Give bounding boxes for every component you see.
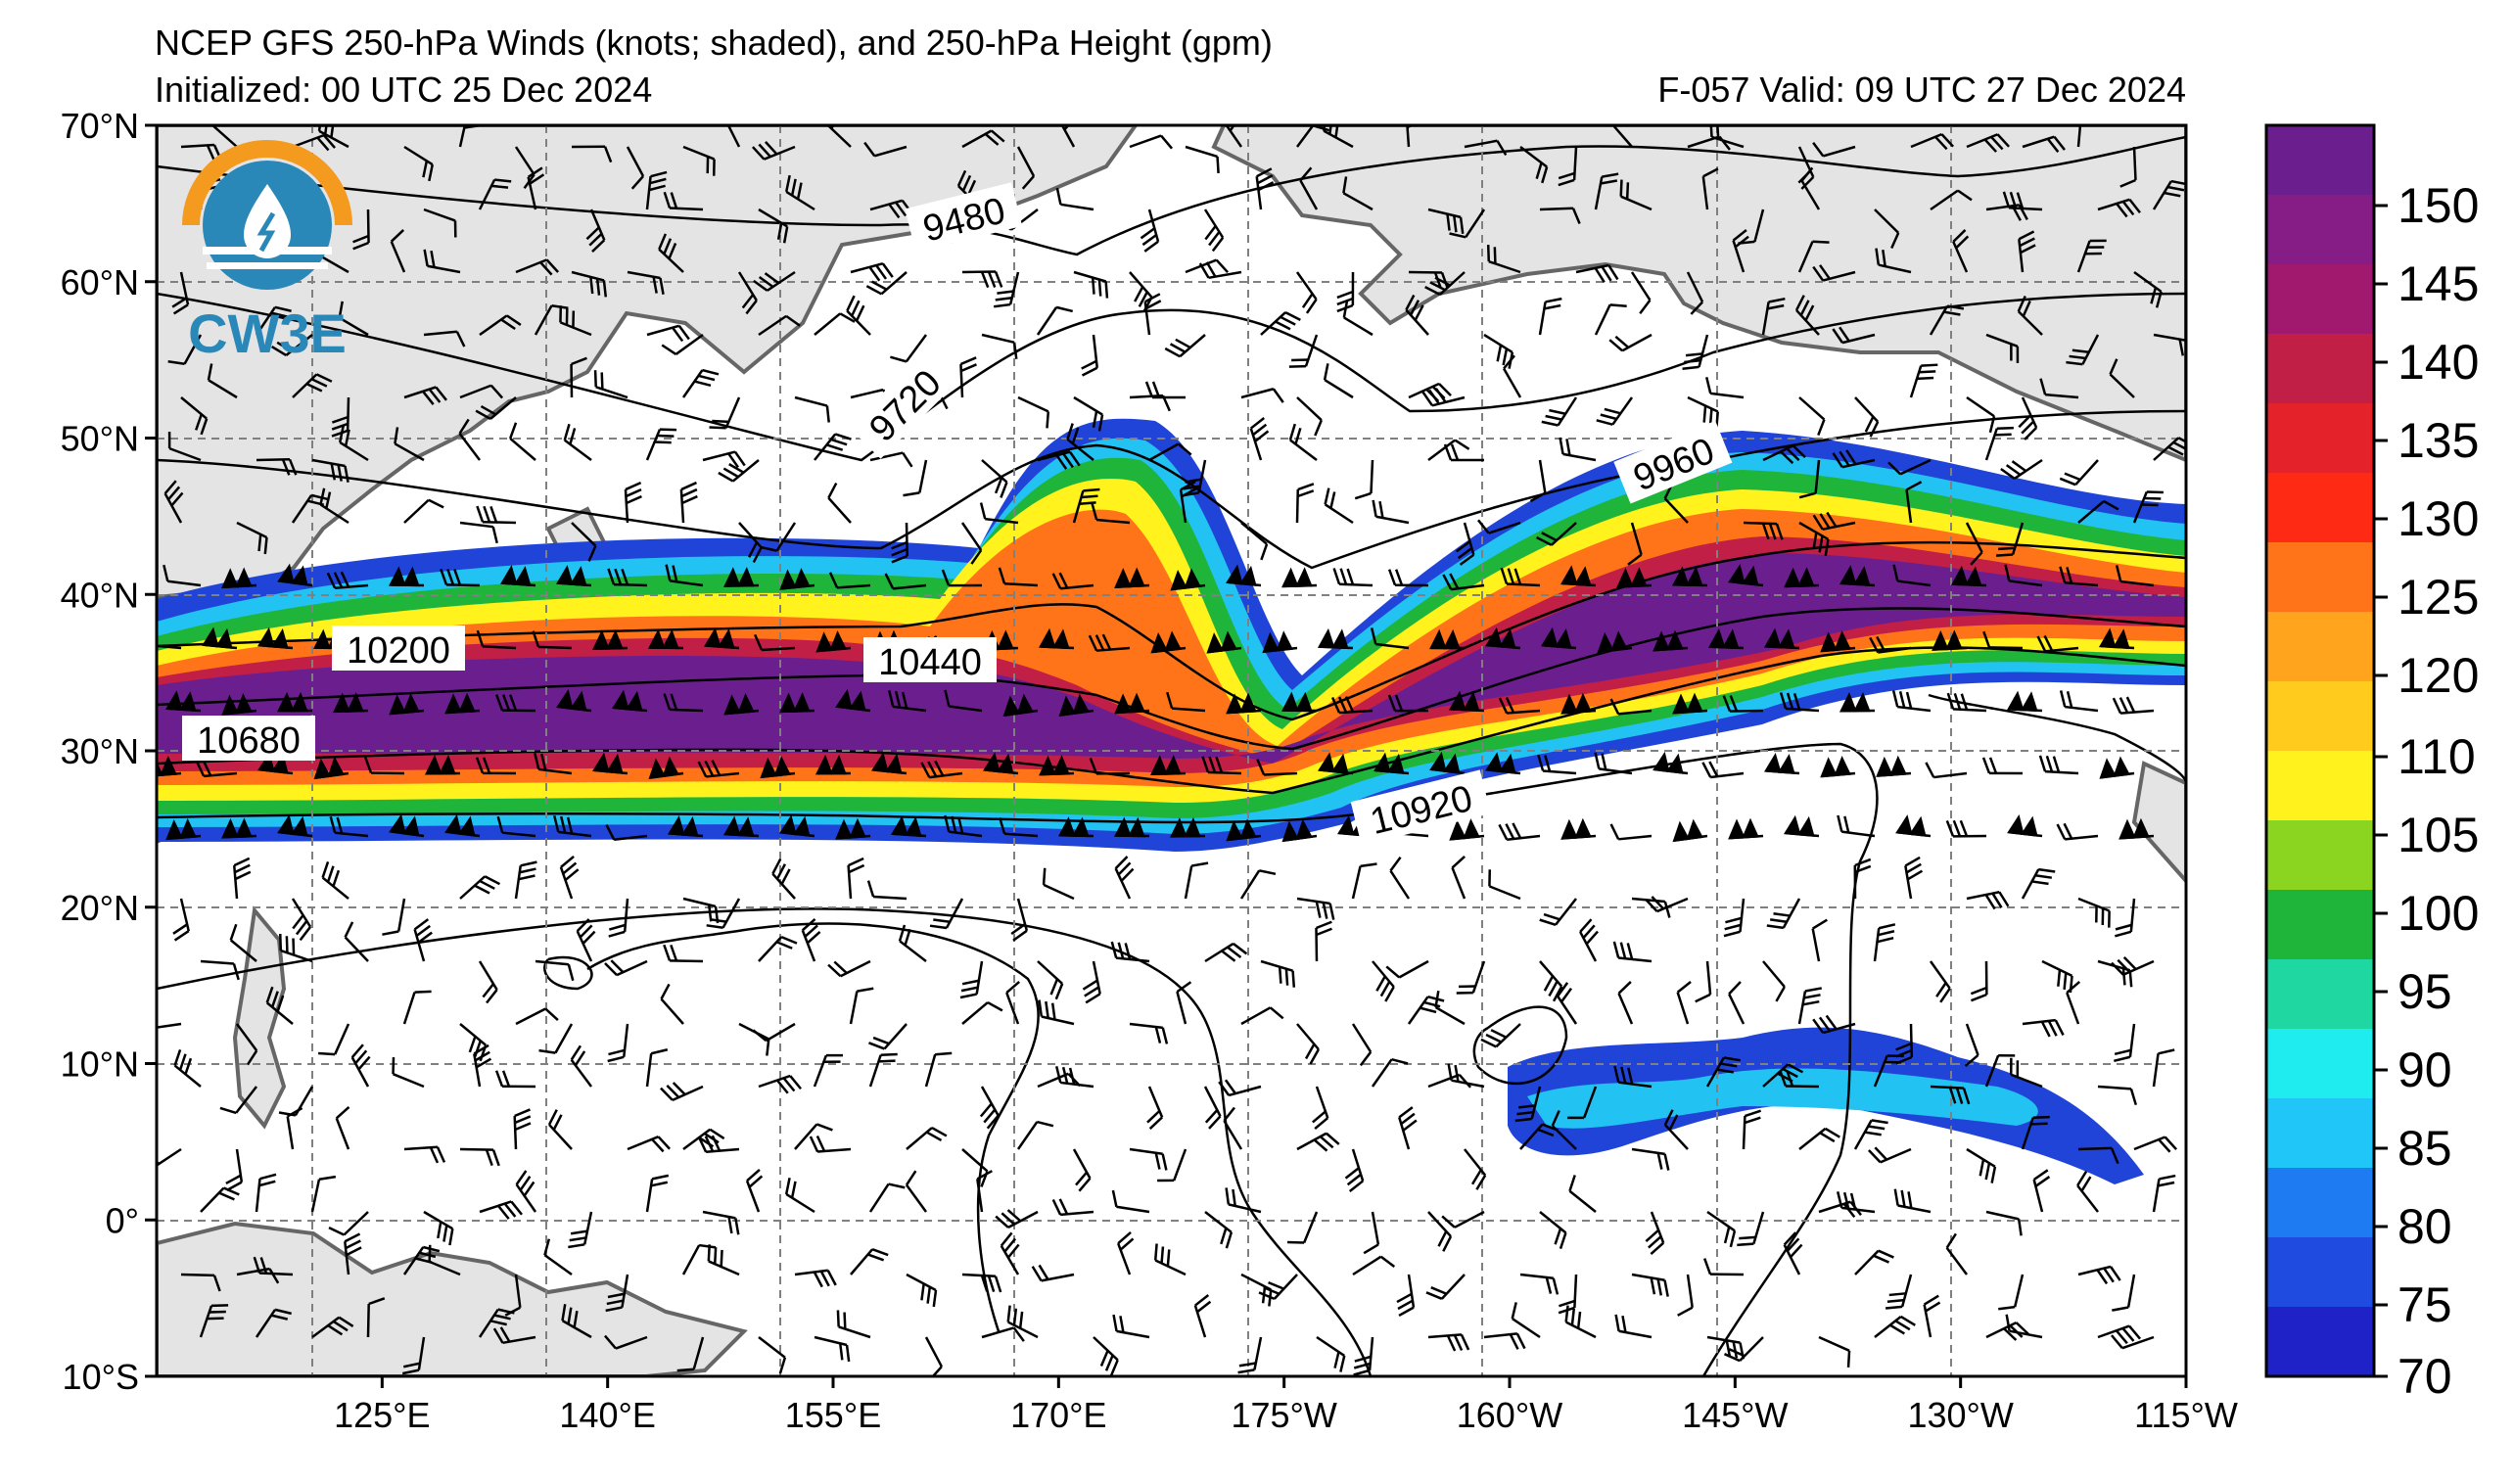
longitude-axis: 125°E 140°E 155°E 170°E 175°W 160°W 145°W 130°W… [334,1376,2238,1435]
colorbar-tick-label: 120 [2398,648,2479,703]
cw3e-logo: CW3E [188,149,347,364]
colorbar-tick-label: 110 [2398,729,2476,784]
lat-tick-label: 40°N [61,575,139,615]
map-panel: 9480 9720 9960 10200 10440 10680 [140,105,2194,1379]
lat-tick-label: 20°N [61,888,139,928]
colorbar-tick-label: 150 [2398,178,2479,233]
contour-label-10680: 10680 [197,720,301,762]
colorbar-tick-label: 125 [2398,570,2479,625]
logo-text: CW3E [188,302,347,364]
title-line1: NCEP GFS 250-hPa Winds (knots; shaded), … [155,23,1273,63]
lon-tick-label: 175°W [1231,1395,1336,1435]
contour-label-10200: 10200 [347,630,450,672]
colorbar-segment [2266,751,2374,821]
colorbar-tick-label: 75 [2398,1277,2452,1332]
lon-tick-label: 140°E [559,1395,655,1435]
title-initialized: Initialized: 00 UTC 25 Dec 2024 [155,70,652,110]
colorbar-tick-label: 90 [2398,1043,2452,1097]
lon-tick-label: 170°E [1010,1395,1106,1435]
lon-tick-label: 155°E [785,1395,881,1435]
contour-label-10440: 10440 [878,642,982,683]
colorbar-segment [2266,334,2374,404]
colorbar-segment [2266,681,2374,752]
lon-tick-label: 130°W [1907,1395,2013,1435]
lat-tick-label: 50°N [61,419,139,459]
colorbar-tick-label: 130 [2398,491,2479,546]
colorbar-tick-label: 80 [2398,1199,2452,1254]
colorbar-tick-label: 145 [2398,256,2479,311]
colorbar-segment [2266,612,2374,682]
colorbar-segment [2266,1168,2374,1238]
colorbar-tick-label: 70 [2398,1349,2452,1404]
colorbar-segment [2266,1029,2374,1099]
lon-tick-label: 145°W [1682,1395,1788,1435]
colorbar-segment [2266,1237,2374,1308]
latitude-axis: 70°N 60°N 50°N 40°N 30°N 20°N 10°N 0° 10°S [61,106,157,1397]
colorbar-segment [2266,1098,2374,1169]
colorbar-segment [2266,820,2374,891]
lat-tick-label: 0° [106,1200,139,1240]
colorbar: 150 145 140 135 130 125 120 110 105 100 95 90 85 80 75… [2266,125,2479,1404]
lon-tick-label: 115°W [2134,1395,2238,1435]
lon-tick-label: 125°E [334,1395,430,1435]
colorbar-segment [2266,959,2374,1030]
colorbar-segment [2266,264,2374,335]
lat-tick-label: 10°N [61,1044,139,1085]
colorbar-segment [2266,890,2374,960]
lat-tick-label: 60°N [61,262,139,302]
colorbar-segment [2266,403,2374,474]
lat-tick-label: 30°N [61,731,139,771]
colorbar-segment [2266,1307,2374,1377]
lat-tick-label: 10°S [63,1357,139,1397]
colorbar-tick-label: 85 [2398,1121,2452,1176]
colorbar-tick-label: 135 [2398,413,2479,468]
colorbar-segment [2266,195,2374,265]
colorbar-segment [2266,473,2374,543]
colorbar-tick-label: 95 [2398,964,2452,1019]
title-valid: F-057 Valid: 09 UTC 27 Dec 2024 [1657,70,2186,110]
colorbar-tick-label: 100 [2398,886,2479,941]
colorbar-tick-label: 105 [2398,808,2479,862]
colorbar-segment [2266,542,2374,613]
lat-tick-label: 70°N [61,106,139,146]
colorbar-tick-label: 140 [2398,335,2479,390]
colorbar-segment [2266,125,2374,196]
lon-tick-label: 160°W [1457,1395,1562,1435]
